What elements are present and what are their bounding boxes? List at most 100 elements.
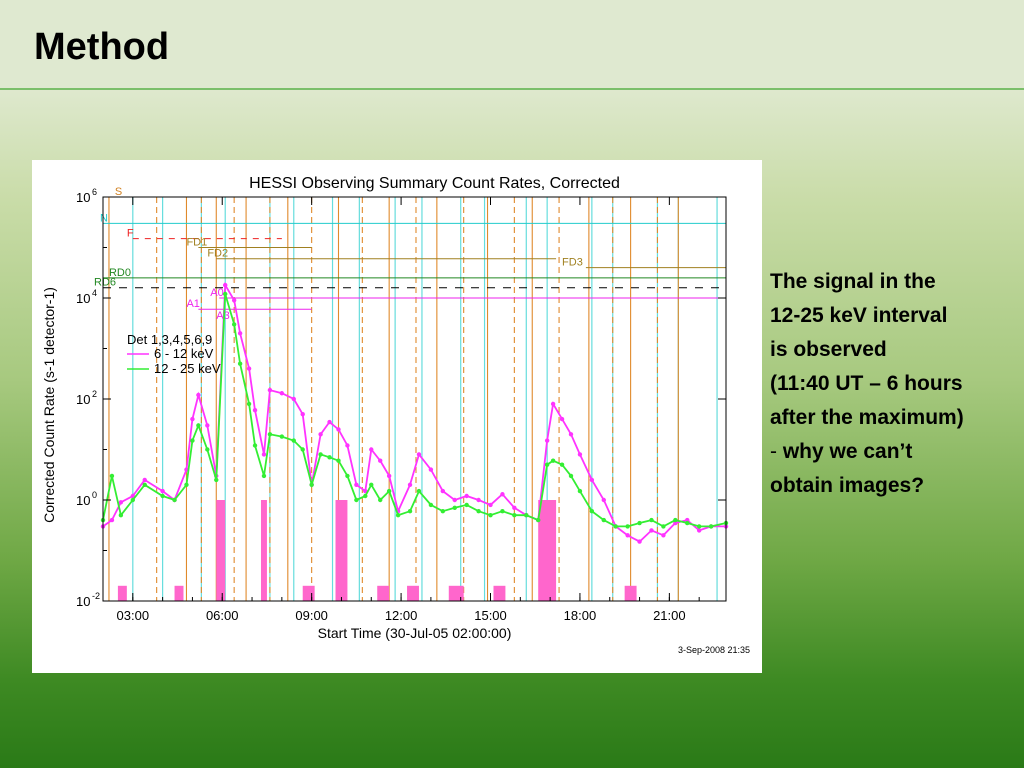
title-bar <box>0 0 1024 90</box>
data-point <box>354 482 359 487</box>
data-point <box>544 462 550 467</box>
caption: The signal in the 12-25 keV interval is … <box>770 265 1020 503</box>
data-point <box>327 419 332 425</box>
data-point <box>261 473 267 479</box>
data-point <box>130 493 136 499</box>
data-point <box>452 497 457 503</box>
caption-line-3: is observed <box>770 338 887 361</box>
y-tick-label: 10 <box>76 190 90 205</box>
chart-footer: 3-Sep-2008 21:35 <box>678 645 750 655</box>
caption-line-5: after the maximum) <box>770 406 964 429</box>
y-tick-exponent: 4 <box>92 288 97 298</box>
data-point <box>613 524 618 529</box>
data-point <box>386 488 392 494</box>
data-point <box>568 473 574 479</box>
data-point <box>589 477 595 483</box>
caption-line-7: obtain images? <box>770 474 925 497</box>
flag-label: S <box>115 186 122 198</box>
flag-label: FD2 <box>207 248 228 260</box>
pink-bar <box>117 585 127 601</box>
flag-label: A0 <box>210 287 223 299</box>
data-point <box>279 391 285 396</box>
flag-label: FD3 <box>562 257 583 269</box>
data-point <box>500 509 505 514</box>
data-point <box>172 497 177 503</box>
y-tick-label: 10 <box>76 594 90 609</box>
x-tick-label: 15:00 <box>474 608 507 623</box>
flag-label: RD6 <box>94 277 116 289</box>
legend-label: 12 - 25 keV <box>154 361 221 376</box>
legend-label: 6 - 12 keV <box>154 346 214 361</box>
data-point <box>440 509 446 514</box>
y-tick-exponent: 0 <box>92 490 97 500</box>
data-point <box>267 387 273 393</box>
data-point <box>685 520 690 526</box>
y-tick-label: 10 <box>76 493 90 508</box>
data-point <box>601 517 606 523</box>
x-tick-label: 03:00 <box>117 608 150 623</box>
data-point <box>291 396 296 402</box>
data-point <box>696 528 702 533</box>
data-point <box>318 432 323 437</box>
data-point <box>205 447 210 452</box>
y-tick-exponent: 2 <box>92 389 97 399</box>
y-tick-label: 10 <box>76 392 90 407</box>
flag-label: A1 <box>186 298 199 310</box>
pink-bar <box>377 585 390 601</box>
data-point <box>336 458 341 463</box>
pink-bar <box>493 585 506 601</box>
data-point <box>649 528 654 533</box>
pink-bar <box>174 585 184 601</box>
slide-title: Method <box>34 26 170 68</box>
chart-figure: S N F FD1 FD2 FD3 RD0 RD6 A0 A1 A3 10 -2 10 0 10 2 10 4 10 6… <box>32 160 762 673</box>
caption-dash: - <box>770 440 777 463</box>
data-point <box>190 438 195 443</box>
data-point <box>231 298 237 303</box>
x-tick-label: 18:00 <box>564 608 597 623</box>
data-point <box>130 497 136 503</box>
data-point <box>318 452 323 457</box>
caption-line-2: 12-25 keV interval <box>770 304 948 327</box>
data-point <box>246 366 252 371</box>
data-point <box>196 423 201 428</box>
data-point <box>223 282 228 288</box>
pink-bar <box>538 500 557 601</box>
data-point <box>142 477 147 483</box>
y-tick-exponent: -2 <box>92 591 100 601</box>
data-point <box>416 452 422 457</box>
data-point <box>369 447 374 452</box>
pink-bar <box>260 500 267 601</box>
data-point <box>512 505 517 511</box>
data-point <box>601 497 606 503</box>
data-point <box>637 520 642 526</box>
data-point <box>536 517 541 523</box>
y-tick-label: 10 <box>76 291 90 306</box>
data-point <box>160 493 165 499</box>
data-point <box>261 452 267 457</box>
data-point <box>345 473 350 479</box>
x-axis-label: Start Time (30-Jul-05 02:00:00) <box>318 625 512 641</box>
data-point <box>464 502 469 508</box>
data-point <box>252 408 258 413</box>
chart-title: HESSI Observing Summary Count Rates, Cor… <box>249 175 620 192</box>
series-line <box>102 293 727 528</box>
series-line <box>102 282 726 543</box>
data-point <box>625 533 630 538</box>
data-point <box>488 502 493 508</box>
pink-bar <box>624 585 637 601</box>
data-point <box>428 502 434 508</box>
data-point <box>673 517 678 523</box>
data-point <box>190 416 195 422</box>
data-point <box>550 401 556 407</box>
data-point <box>476 509 481 514</box>
data-point <box>661 533 666 538</box>
data-point <box>512 513 517 518</box>
data-point <box>464 493 469 499</box>
data-point <box>524 513 529 518</box>
y-axis-label: Corrected Count Rate (s-1 detector-1) <box>41 287 57 523</box>
x-tick-label: 06:00 <box>206 608 239 623</box>
data-point <box>395 513 401 518</box>
data-point <box>559 416 565 422</box>
data-point <box>500 492 505 497</box>
